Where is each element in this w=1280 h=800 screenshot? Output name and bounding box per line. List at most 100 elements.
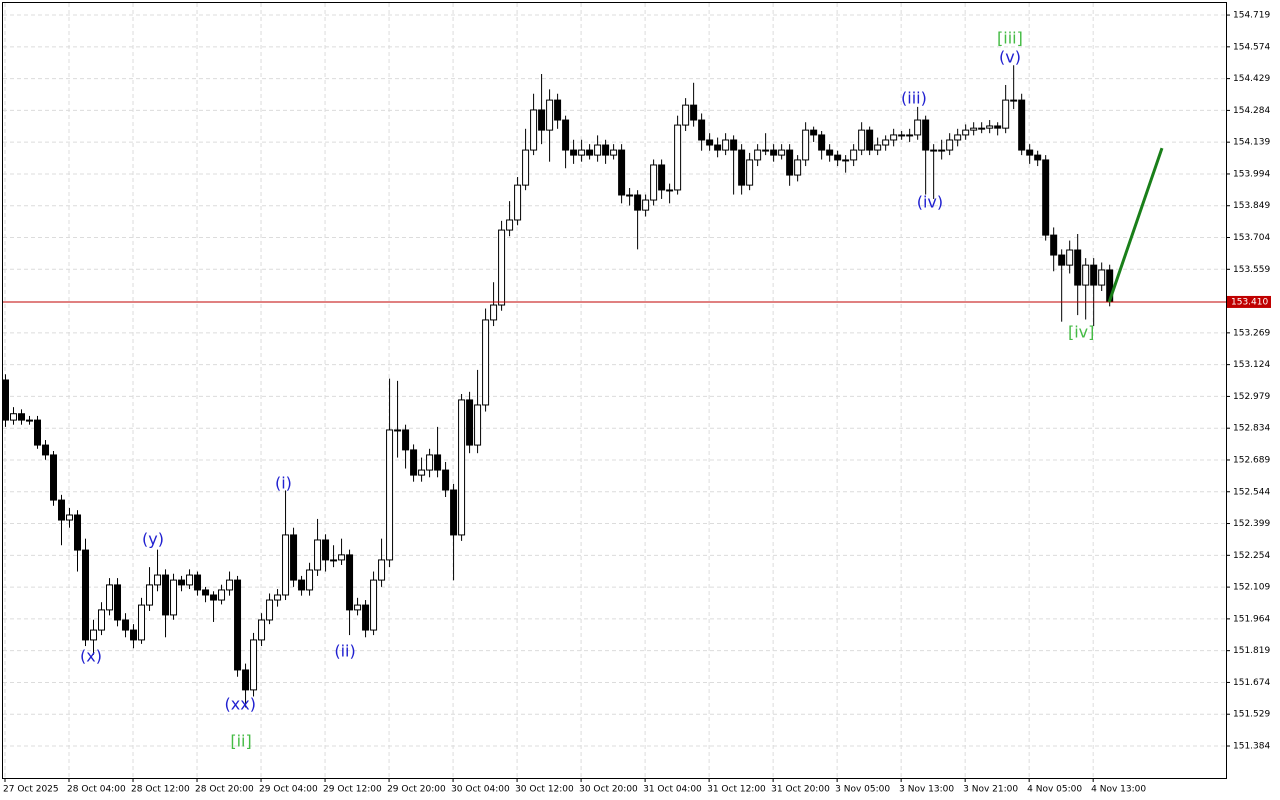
price-tag [1227,295,1271,308]
candle-body [418,469,426,476]
candle-body [394,429,402,432]
wave-label: (iv) [917,193,943,212]
candle-body [1042,159,1050,236]
candle-body [778,149,786,156]
candle-body [314,539,322,571]
candle-body [298,579,306,591]
y-tick-label: 154.429 [1233,74,1270,84]
candle-body [1050,234,1058,256]
candle-body [1066,249,1074,266]
x-tick-label: 30 Oct 12:00 [515,785,574,795]
y-tick-label: 152.109 [1233,583,1270,593]
candle-body [842,159,850,162]
candle-body [530,109,538,151]
price-tag-label: 153.410 [1231,297,1268,307]
x-tick-label: 29 Oct 12:00 [323,785,382,795]
candle-body [1010,99,1018,102]
x-tick-label: 4 Nov 05:00 [1027,785,1082,795]
candle-body [50,454,58,501]
candle-body [746,159,754,186]
x-tick-label: 31 Oct 04:00 [643,785,702,795]
y-tick-label: 154.284 [1233,106,1270,116]
candle-body [282,534,290,596]
candle-body [154,574,162,586]
candle-body [218,589,226,601]
candle-body [490,304,498,321]
candle-body [466,399,474,446]
candle-body [506,219,514,231]
candle-body [642,199,650,211]
candle-body [578,149,586,156]
x-tick-label: 27 Oct 2025 [3,785,59,795]
candle-body [306,569,314,591]
candle-body [242,669,250,691]
candle-body [2,379,10,421]
wave-label: [iv] [1068,323,1094,342]
candle-body [106,584,114,611]
candle-body [266,599,274,621]
candle-body [442,469,450,491]
candle-body [698,119,706,141]
candle-body [338,554,346,561]
candle-body [594,144,602,156]
x-tick-label: 3 Nov 13:00 [899,785,954,795]
y-tick-label: 152.689 [1233,455,1270,465]
x-tick-label: 28 Oct 20:00 [195,785,254,795]
candle-body [922,119,930,151]
forecast-line [1107,147,1164,303]
candle-body [130,629,138,641]
candle-body [1090,264,1098,286]
y-tick-label: 153.124 [1233,360,1270,370]
candle-body [610,149,618,156]
x-tick-label: 29 Oct 20:00 [387,785,446,795]
candle-body [666,189,674,192]
candle-body [890,134,898,141]
candle-body [202,589,210,596]
candle-body [898,134,906,137]
y-tick-label: 151.964 [1233,614,1270,624]
candle-body [946,139,954,151]
wave-label: (i) [275,474,292,493]
candle-body [570,149,578,156]
y-tick-label: 153.269 [1233,328,1270,338]
x-tick-label: 30 Oct 20:00 [579,785,638,795]
y-tick-label: 151.529 [1233,710,1270,720]
candle-body [290,534,298,581]
candle-body [1082,264,1090,286]
candle-body [858,129,866,151]
candle-body [618,149,626,196]
y-tick-label: 153.994 [1233,169,1270,179]
candle-body [658,164,666,191]
candle-body [458,399,466,536]
candle-body [1074,249,1082,286]
y-tick-label: 152.834 [1233,424,1270,434]
candle-body [138,604,146,641]
candle-body [722,139,730,151]
y-tick-label: 154.574 [1233,42,1270,52]
candle-body [482,319,490,406]
candle-body [74,514,82,551]
candle-body [402,429,410,451]
wave-label: (y) [142,529,164,548]
candle-body [170,579,178,616]
x-tick-label: 28 Oct 12:00 [131,785,190,795]
candle-body [58,499,66,521]
candle-body [178,579,186,586]
candle-body [906,134,914,137]
candle-body [1098,269,1106,286]
y-tick-label: 151.819 [1233,646,1270,656]
candle-body [26,419,34,422]
candle-body [770,149,778,156]
wave-label: [ii] [230,732,251,751]
y-tick-label: 152.979 [1233,392,1270,402]
candle-body [90,629,98,641]
candle-body [82,549,90,641]
x-tick-label: 3 Nov 05:00 [835,785,890,795]
y-tick-label: 154.719 [1233,11,1270,21]
candle-body [962,129,970,136]
candle-body [346,554,354,611]
candle-body [938,149,946,152]
candle-body [274,594,282,601]
candle-body [786,149,794,176]
wave-label: (ii) [334,641,355,660]
